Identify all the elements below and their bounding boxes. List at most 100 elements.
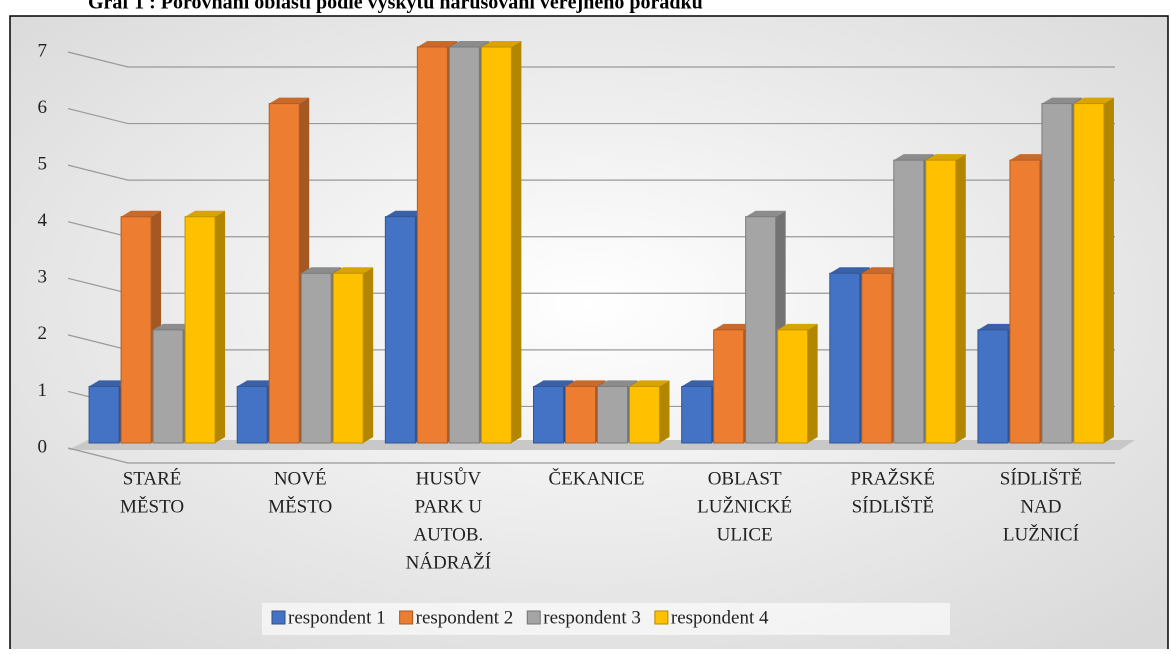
bar-front (777, 329, 809, 444)
bar (925, 154, 966, 444)
grid-line (67, 164, 1115, 181)
x-tick-label: ČEKANICE (548, 467, 644, 489)
x-tick-label: STARÉ (123, 467, 182, 489)
x-tick-label: OBLAST (708, 468, 782, 489)
bar-side (215, 210, 226, 443)
x-tick-label: AUTOB. (413, 524, 483, 545)
x-tick-label: NAD (1020, 496, 1061, 517)
bar-side (807, 323, 818, 443)
bar-side (1103, 97, 1114, 444)
y-tick-label: 0 (38, 436, 48, 457)
y-tick-label: 4 (38, 210, 48, 231)
y-tick-label: 1 (38, 380, 48, 401)
x-tick-label: NÁDRAŽÍ (406, 551, 492, 573)
x-tick-label: ULICE (717, 524, 773, 545)
bar-front (416, 46, 448, 444)
bar-front (597, 385, 628, 444)
bar-top (777, 323, 818, 330)
bar-front (332, 272, 364, 444)
bar-front (861, 272, 893, 444)
x-tick-label: HUSŮV (416, 467, 482, 489)
bar-top (893, 154, 934, 161)
bar-top (533, 380, 574, 387)
bar-front (236, 385, 268, 444)
bar-top (237, 380, 278, 387)
bar-front (629, 385, 660, 444)
x-tick-label: NOVÉ (274, 467, 327, 489)
bar-top (629, 380, 670, 387)
bar-top (481, 41, 522, 47)
bar-top (121, 210, 162, 217)
bar-front (268, 103, 300, 444)
grid-line (67, 447, 1115, 464)
bar-front (1009, 159, 1041, 444)
bar-top (925, 154, 966, 161)
bar-front (829, 272, 861, 444)
y-tick-label: 6 (38, 97, 48, 118)
x-tick-label: SÍDLIŠTĚ (1000, 467, 1082, 489)
bar-top (861, 267, 902, 274)
bar-top (977, 323, 1018, 330)
chart-title: Graf 1 : Porovnání oblastí podle výskytu… (88, 0, 703, 14)
bar-front (300, 272, 332, 444)
x-tick-label: LUŽNICKÉ (697, 495, 792, 517)
bar-front (533, 385, 564, 444)
bar-top (417, 41, 458, 47)
bar-top (565, 380, 606, 387)
y-tick-label: 2 (38, 323, 48, 344)
bar-front (745, 216, 777, 444)
bar (332, 267, 374, 444)
y-tick-label: 5 (38, 154, 48, 175)
bar-front (1041, 103, 1073, 444)
x-tick-label: SÍDLIŠTĚ (852, 495, 934, 517)
bar-top (745, 210, 786, 217)
bar-front (977, 329, 1009, 444)
bar (480, 41, 522, 444)
bar (184, 210, 226, 444)
grid-line (67, 107, 1115, 125)
x-tick-label: PRAŽSKÉ (851, 467, 935, 489)
bar-front (893, 159, 925, 444)
bar-top (301, 267, 342, 274)
legend-swatch (399, 610, 414, 625)
bar-top (713, 323, 754, 330)
bar-front (384, 216, 416, 444)
legend-label: respondent 3 (543, 607, 641, 628)
bar-front (120, 216, 152, 444)
bar-top (269, 97, 310, 104)
bar-front (713, 329, 745, 444)
bar-top (153, 323, 194, 330)
bar-top (1073, 97, 1114, 104)
bar-front (1073, 103, 1105, 444)
x-tick-label: PARK U (415, 496, 483, 517)
grid-line (67, 51, 1115, 68)
x-tick-label: MĚSTO (268, 495, 332, 517)
bar-front (184, 216, 216, 444)
bar (777, 323, 818, 444)
bar-front (480, 46, 512, 444)
bar-side (511, 41, 522, 443)
bar-front (152, 329, 184, 444)
bar-top (1041, 97, 1082, 104)
bar-front (448, 46, 480, 444)
bar-side (659, 380, 670, 443)
legend-label: respondent 4 (671, 607, 769, 628)
bar-top (681, 380, 722, 387)
bar (629, 380, 670, 444)
y-tick-label: 7 (38, 40, 48, 61)
x-tick-label: LUŽNICÍ (1003, 523, 1079, 545)
bar-top (333, 267, 374, 274)
bar-top (597, 380, 638, 387)
bar-front (565, 385, 596, 444)
bar (1073, 97, 1114, 444)
bar-top (185, 210, 226, 217)
legend-box (262, 603, 950, 635)
bar-top (385, 210, 426, 217)
legend-swatch (271, 610, 286, 625)
bar-side (955, 154, 966, 443)
bar-top (449, 41, 490, 47)
legend-swatch (654, 610, 669, 625)
legend-label: respondent 1 (288, 607, 386, 628)
